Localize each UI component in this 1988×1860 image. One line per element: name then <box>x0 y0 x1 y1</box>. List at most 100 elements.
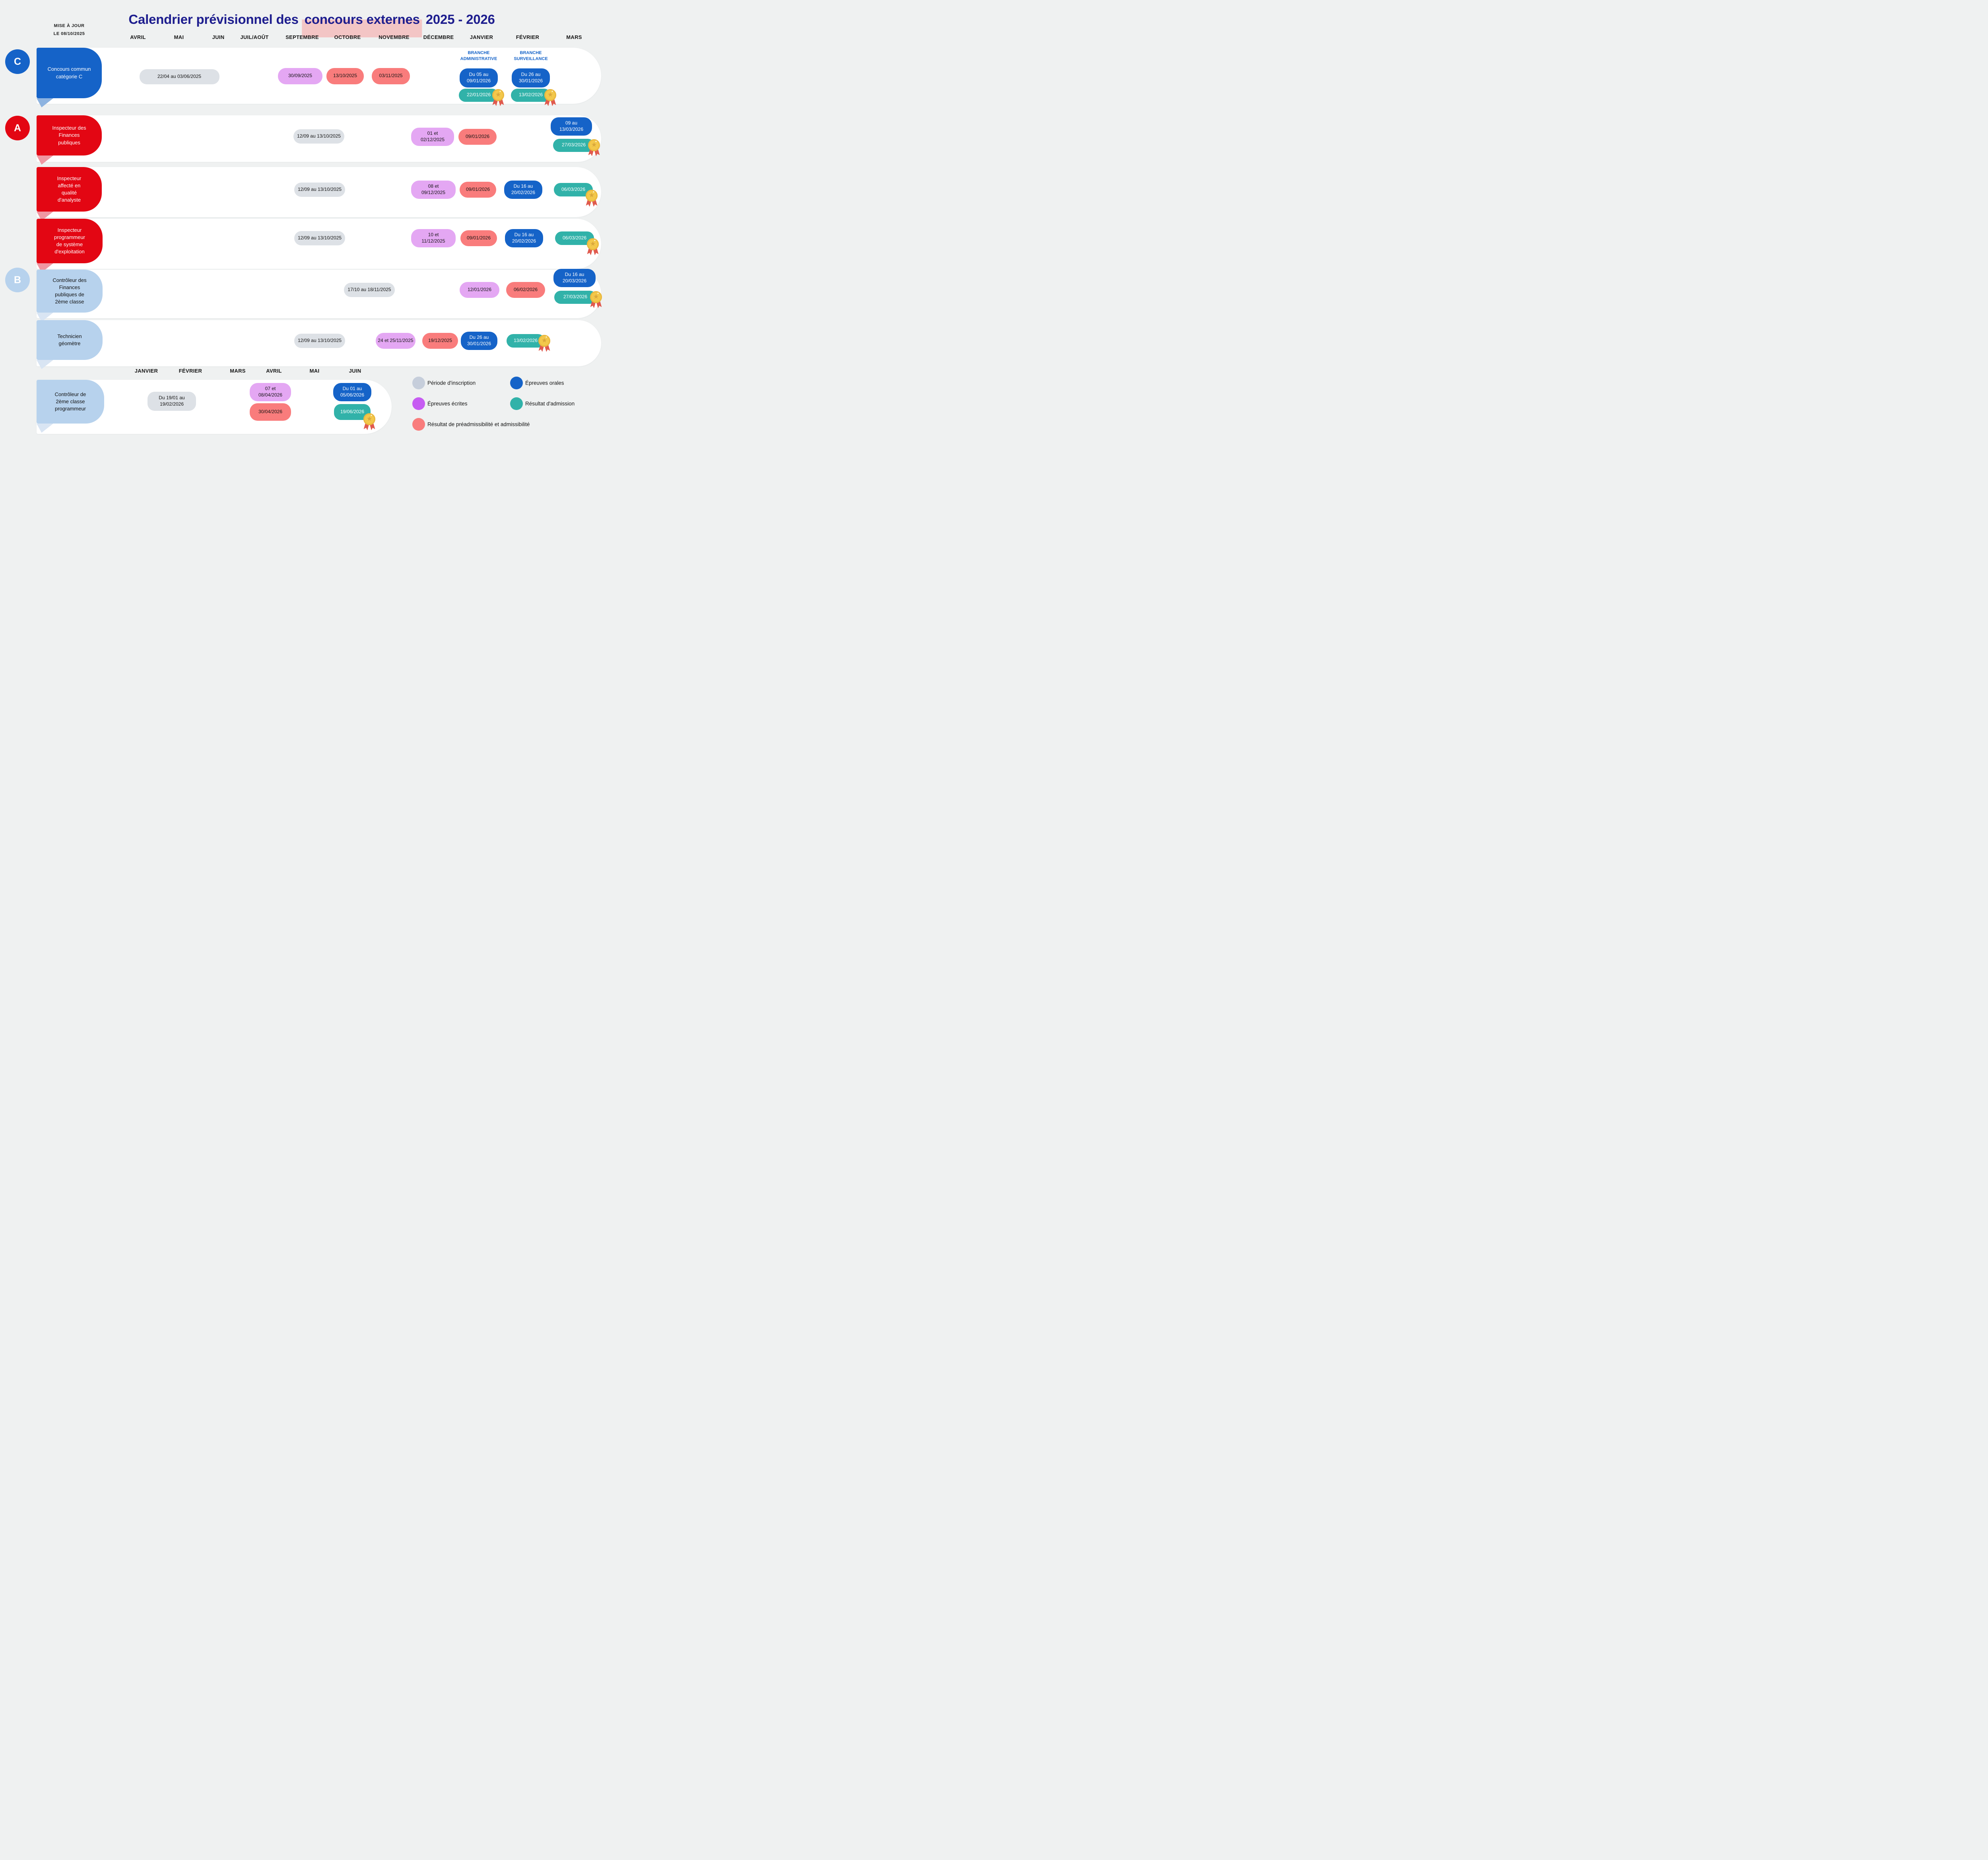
pill-label: Du 16 au 20/02/2026 <box>512 232 536 244</box>
pill-label: 12/01/2026 <box>467 287 492 293</box>
pill-inscription: 12/09 au 13/10/2025 <box>294 183 345 197</box>
medal-icon: ★ ✦ <box>492 89 505 108</box>
top-axis-month: DÉCEMBRE <box>423 34 454 40</box>
pill-label: 07 et 08/04/2026 <box>258 386 283 398</box>
pill-admission: 06/03/2026 ★ ✦ <box>555 231 599 245</box>
pill-label: 22/01/2026 <box>466 92 491 98</box>
pill-label: 30/09/2025 <box>288 73 313 79</box>
top-axis-month: OCTOBRE <box>334 34 361 40</box>
legend-label-preadmissibilite: Résultat de préadmissibilité et admissib… <box>427 421 530 428</box>
pill-preadmissibilite: 06/02/2026 <box>506 282 545 298</box>
pill-inscription: 17/10 au 18/11/2025 <box>344 283 395 297</box>
row-tab: Technicien géomètre <box>37 320 103 360</box>
top-axis-month: AVRIL <box>130 34 146 40</box>
pill-label: 10 et 11/12/2025 <box>421 232 445 244</box>
medal-icon: ★ ✦ <box>588 139 600 158</box>
pill-label: 13/10/2025 <box>333 73 357 79</box>
top-axis-month: FÉVRIER <box>516 34 540 40</box>
pill-preadmissibilite: 13/10/2025 <box>326 68 364 84</box>
pill-label: 27/03/2026 <box>561 142 586 148</box>
bottom-axis-month: MARS <box>230 368 246 374</box>
pill-label: 09 au 13/03/2026 <box>559 120 584 132</box>
pill-preadmissibilite: 09/01/2026 <box>460 182 496 198</box>
pill-ecrites: 30/09/2025 <box>278 68 322 84</box>
pill-inscription: 22/04 au 03/06/2025 <box>139 69 219 84</box>
pill-label: 09/01/2026 <box>466 235 491 241</box>
update-label: MISE À JOUR <box>54 23 85 28</box>
pill-ecrites: 08 et 09/12/2025 <box>411 181 456 199</box>
top-axis-month: JUIN <box>212 34 225 40</box>
branch-header: BRANCHE SURVEILLANCE <box>514 51 548 62</box>
pill-orales: 09 au 13/03/2026 <box>551 117 592 136</box>
update-note: MISE À JOUR LE 08/10/2025 <box>54 22 85 38</box>
row-tab: Inspecteur affecté en qualité d'analyste <box>37 167 102 212</box>
title-suffix: 2025 - 2026 <box>422 12 495 27</box>
category-badge-A: A <box>5 116 30 140</box>
pill-orales: Du 16 au 20/02/2026 <box>504 181 542 199</box>
row-tab: Inspecteur programmeur de système d'expl… <box>37 219 103 263</box>
pill-inscription: 12/09 au 13/10/2025 <box>294 334 345 348</box>
title-prefix: Calendrier prévisionnel des <box>128 12 302 27</box>
pill-label: Du 16 au 20/02/2026 <box>511 183 536 195</box>
calendar-poster: MISE À JOUR LE 08/10/2025 Calendrier pré… <box>0 0 623 441</box>
pill-label: 27/03/2026 <box>563 294 588 300</box>
row-tab: Contrôleur de 2ème classe programmeur <box>37 380 104 424</box>
legend-swatch-preadmissibilite <box>412 418 425 431</box>
pill-label: 09/01/2026 <box>465 134 490 140</box>
pill-label: 08 et 09/12/2025 <box>421 183 446 195</box>
pill-admission: 27/03/2026 ★ ✦ <box>554 290 602 304</box>
pill-orales: Du 16 au 20/03/2026 <box>553 269 596 287</box>
pill-admission: 22/01/2026 ★ ✦ <box>459 88 504 102</box>
pill-label: Du 19/01 au 19/02/2026 <box>159 395 185 407</box>
bottom-axis-month: JANVIER <box>134 368 158 374</box>
pill-label: 22/04 au 03/06/2025 <box>157 74 202 80</box>
legend-swatch-orales <box>510 377 523 389</box>
pill-orales: Du 01 au 05/06/2026 <box>333 383 371 401</box>
pill-preadmissibilite: 30/04/2026 <box>250 403 291 421</box>
pill-label: 06/03/2026 <box>562 235 587 241</box>
pill-label: Du 16 au 20/03/2026 <box>562 272 587 284</box>
pill-preadmissibilite: 03/11/2025 <box>372 68 410 84</box>
category-badge-C: C <box>5 49 30 74</box>
pill-label: 17/10 au 18/11/2025 <box>348 287 391 293</box>
top-axis-month: JUIL/AOÛT <box>240 34 269 40</box>
pill-ecrites: 12/01/2026 <box>460 282 499 298</box>
pill-admission: 13/02/2026 ★ ✦ <box>507 334 550 348</box>
page-title: Calendrier prévisionnel des concours ext… <box>128 12 495 37</box>
row-tab: Contrôleur des Finances publiques de 2èm… <box>37 270 103 313</box>
pill-admission: 13/02/2026 ★ ✦ <box>511 88 556 102</box>
legend-label-ecrites: Épreuves écrites <box>427 400 468 407</box>
pill-preadmissibilite: 19/12/2025 <box>422 333 458 349</box>
pill-label: Du 26 au 30/01/2026 <box>518 72 543 84</box>
pill-label: Du 01 au 05/06/2026 <box>340 386 365 398</box>
pill-ecrites: 01 et 02/12/2025 <box>411 128 454 146</box>
pill-preadmissibilite: 09/01/2026 <box>458 129 497 145</box>
legend-swatch-inscription <box>412 377 425 389</box>
pill-label: 01 et 02/12/2025 <box>420 130 445 142</box>
medal-icon: ★ ✦ <box>544 89 557 108</box>
medal-icon: ★ ✦ <box>590 291 602 310</box>
legend-label-orales: Épreuves orales <box>525 380 564 386</box>
pill-ecrites: 24 et 25/11/2025 <box>376 333 415 349</box>
pill-admission: 19/06/2026 ★ ✦ <box>334 404 375 420</box>
pill-orales: Du 05 au 09/01/2026 <box>460 68 498 87</box>
medal-icon: ★ ✦ <box>586 238 599 257</box>
pill-ecrites: 07 et 08/04/2026 <box>250 383 291 401</box>
pill-orales: Du 26 au 30/01/2026 <box>512 68 550 87</box>
row-tab: Concours commun catégorie C <box>37 48 102 98</box>
branch-header: BRANCHE ADMINISTRATIVE <box>460 51 497 62</box>
top-axis-month: SEPTEMBRE <box>285 34 319 40</box>
top-axis-month: NOVEMBRE <box>379 34 410 40</box>
pill-inscription: 12/09 au 13/10/2025 <box>294 231 345 245</box>
pill-label: 19/06/2026 <box>340 409 365 415</box>
pill-label: 06/02/2026 <box>513 287 538 293</box>
bottom-axis-month: AVRIL <box>266 368 282 374</box>
top-axis-month: MAI <box>174 34 184 40</box>
pill-orales: Du 26 au 30/01/2026 <box>461 332 497 350</box>
pill-label: 12/09 au 13/10/2025 <box>297 133 341 139</box>
pill-admission: 06/03/2026 ★ ✦ <box>554 183 598 196</box>
top-axis-month: MARS <box>566 34 582 40</box>
pill-label: 03/11/2025 <box>379 73 403 79</box>
pill-label: 12/09 au 13/10/2025 <box>297 338 342 344</box>
top-axis-month: JANVIER <box>470 34 493 40</box>
